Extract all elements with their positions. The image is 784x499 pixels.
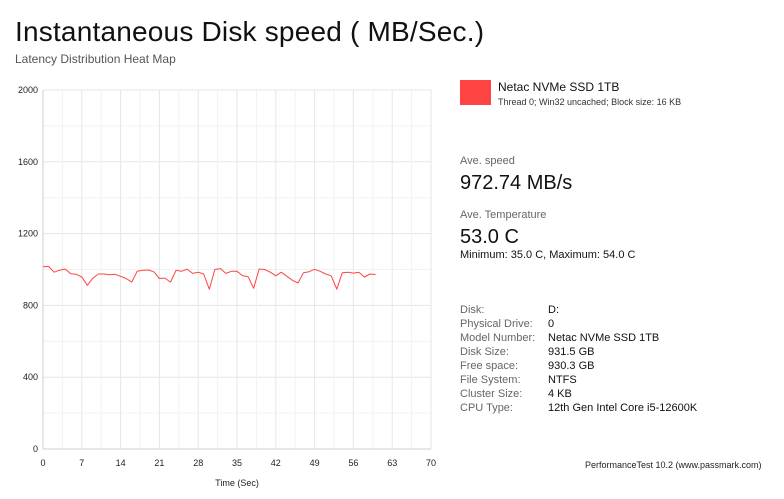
info-value: 930.3 GB — [548, 360, 595, 372]
avg-temperature-value: 53.0 C — [460, 226, 519, 248]
x-tick-label: 0 — [40, 458, 45, 468]
y-tick-label: 1600 — [18, 157, 38, 167]
x-tick-label: 56 — [348, 458, 358, 468]
y-tick-label: 800 — [23, 300, 38, 310]
info-key: CPU Type: — [460, 402, 513, 414]
y-tick-label: 400 — [23, 372, 38, 382]
avg-temperature-label: Ave. Temperature — [460, 209, 547, 221]
info-value: 931.5 GB — [548, 346, 595, 358]
app-footer-credit: PerformanceTest 10.2 (www.passmark.com) — [585, 460, 762, 470]
x-axis-label: Time (Sec) — [215, 478, 259, 488]
x-tick-label: 63 — [387, 458, 397, 468]
x-tick-label: 35 — [232, 458, 242, 468]
info-value: Netac NVMe SSD 1TB — [548, 332, 660, 344]
series-line — [42, 265, 376, 290]
info-value: NTFS — [548, 374, 577, 386]
x-tick-label: 14 — [116, 458, 126, 468]
speed-chart: 0 400 800 1200 1600 2000 0 7 14 21 28 35 42 49 56 63 70 T… — [18, 85, 436, 488]
temperature-min-max: Minimum: 35.0 C, Maximum: 54.0 C — [460, 249, 636, 261]
x-tick-label: 7 — [79, 458, 84, 468]
avg-speed-label: Ave. speed — [460, 155, 515, 167]
avg-speed-value: 972.74 MB/s — [460, 172, 573, 194]
page-title: Instantaneous Disk speed ( MB/Sec.) — [15, 16, 485, 47]
info-key: Disk: — [460, 304, 485, 316]
info-row-cluster-size: Cluster Size: 4 KB — [460, 388, 780, 402]
info-key: Free space: — [460, 360, 519, 372]
info-row-model-number: Model Number: Netac NVMe SSD 1TB — [460, 332, 780, 346]
info-key: Model Number: — [460, 332, 536, 344]
y-tick-label: 2000 — [18, 85, 38, 95]
x-tick-label: 21 — [154, 458, 164, 468]
info-key: Cluster Size: — [460, 388, 523, 400]
info-key: Physical Drive: — [460, 318, 533, 330]
y-tick-label: 0 — [33, 444, 38, 454]
disk-info-table: Disk: D: Physical Drive: 0 Model Number:… — [460, 304, 780, 416]
speed-chart-svg: 0 400 800 1200 1600 2000 0 7 14 21 28 35 42 49 56 63 70 T… — [18, 85, 436, 488]
info-row-file-system: File System: NTFS — [460, 374, 780, 388]
x-tick-label: 49 — [310, 458, 320, 468]
page-subtitle: Latency Distribution Heat Map — [15, 52, 176, 66]
info-value: 12th Gen Intel Core i5-12600K — [548, 402, 698, 414]
info-value: 4 KB — [548, 388, 572, 400]
legend-color-swatch — [460, 80, 491, 105]
info-key: Disk Size: — [460, 346, 509, 358]
info-row-cpu-type: CPU Type: 12th Gen Intel Core i5-12600K — [460, 402, 780, 416]
info-value: 0 — [548, 318, 555, 330]
x-tick-label: 28 — [193, 458, 203, 468]
info-row-physical-drive: Physical Drive: 0 — [460, 318, 780, 332]
info-row-disk: Disk: D: — [460, 304, 780, 318]
legend-series-name: Netac NVMe SSD 1TB — [498, 80, 620, 94]
x-tick-label: 42 — [271, 458, 281, 468]
legend-series-detail: Thread 0; Win32 uncached; Block size: 16… — [498, 97, 682, 107]
info-row-free-space: Free space: 930.3 GB — [460, 360, 780, 374]
y-tick-label: 1200 — [18, 229, 38, 239]
info-row-disk-size: Disk Size: 931.5 GB — [460, 346, 780, 360]
x-tick-label: 70 — [426, 458, 436, 468]
info-value: D: — [548, 304, 559, 316]
info-key: File System: — [460, 374, 521, 386]
